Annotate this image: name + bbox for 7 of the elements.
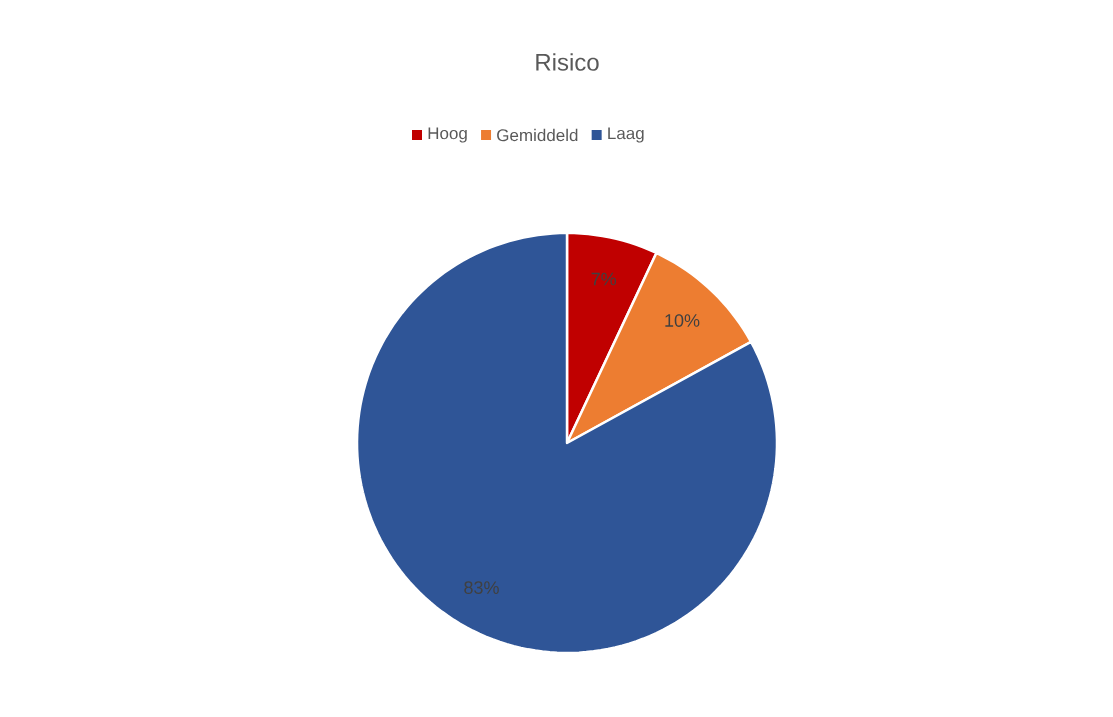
legend-label: Gemiddeld [497, 128, 578, 142]
data-label: 83% [464, 581, 499, 594]
data-label: 10% [665, 314, 700, 327]
chart-title: Risico [536, 53, 599, 71]
legend-label: Hoog [428, 127, 467, 143]
data-label: 7% [591, 272, 617, 286]
legend-label: Laag [608, 127, 644, 143]
